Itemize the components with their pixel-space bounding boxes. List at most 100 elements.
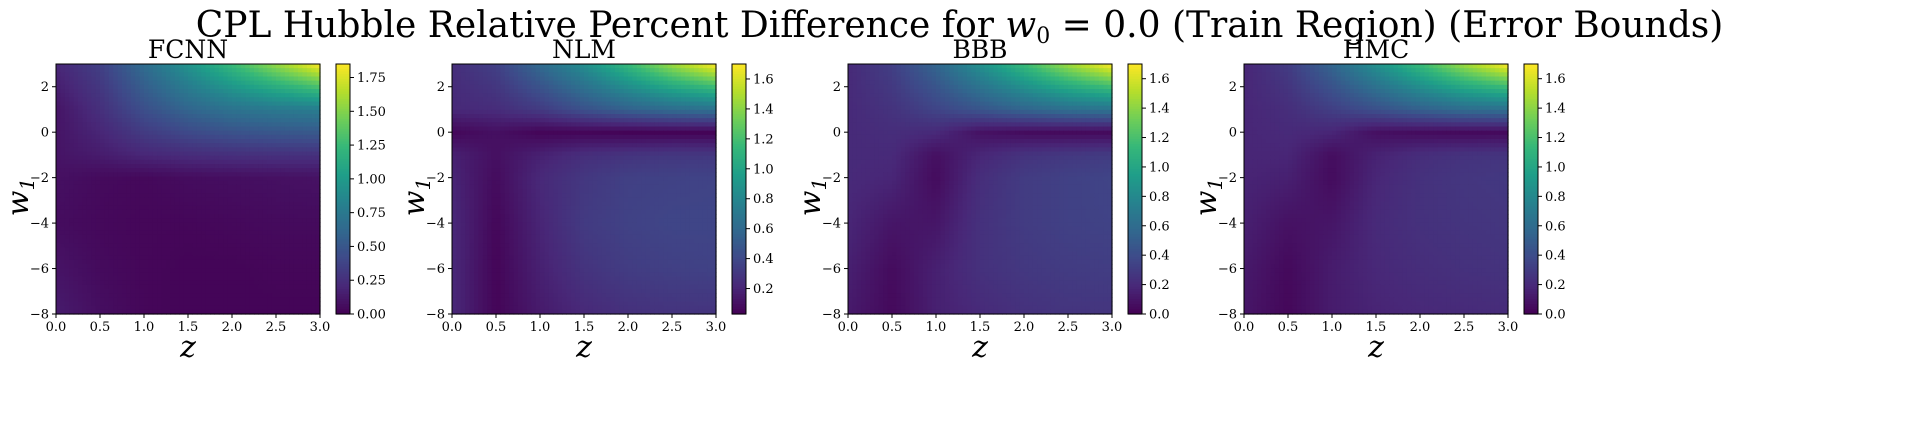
heatmap-cell [60,284,66,290]
heatmap-cell [73,305,79,311]
heatmap-cell [685,134,691,140]
heatmap-cell [240,247,246,253]
heatmap-cell [108,143,114,148]
heatmap-cell [170,239,176,244]
heatmap-cell [262,218,268,223]
heatmap-cell [183,72,189,78]
heatmap-cell [575,101,581,107]
heatmap-cell [73,247,79,253]
colorbar-segment [336,156,350,160]
heatmap-cell [271,109,277,115]
heatmap-cell [60,118,66,123]
heatmap-cell [258,172,264,178]
heatmap-cell [183,193,189,198]
heatmap-cell [254,105,259,111]
heatmap-cell [280,234,286,240]
heatmap-cell [557,147,563,153]
heatmap-cell [628,89,633,94]
heatmap-cell [280,139,286,144]
heatmap-cell [240,118,246,123]
heatmap-cell [157,72,163,78]
heatmap-cell [86,139,92,144]
heatmap-cell [126,251,132,257]
heatmap-cell [623,72,629,78]
heatmap-cell [452,68,457,73]
heatmap-cell [117,247,123,253]
heatmap-cell [258,76,264,82]
heatmap-cell [223,197,229,203]
heatmap-cell [584,134,589,140]
heatmap-cell [460,118,466,123]
heatmap-cell [262,109,268,115]
heatmap-cell [280,309,286,315]
heatmap-cell [73,209,79,215]
heatmap-cell [174,209,180,215]
heatmap-cell [183,214,189,219]
heatmap-cell [293,255,299,261]
heatmap-cell [95,289,101,294]
heatmap-cell [86,189,92,194]
heatmap-cell [135,172,141,178]
heatmap-cell [254,284,259,290]
heatmap-cell [592,72,598,78]
heatmap-cell [56,105,61,111]
heatmap-cell [113,101,119,107]
heatmap-cell [113,272,119,278]
heatmap-cell [82,264,88,269]
heatmap-cell [135,93,141,98]
heatmap-cell [245,284,251,290]
heatmap-cell [676,114,682,119]
heatmap-cell [289,214,295,219]
heatmap-cell [672,126,677,132]
heatmap-cell [575,130,581,136]
heatmap-cell [702,109,708,115]
heatmap-cell [148,72,154,78]
heatmap-cell [192,130,198,136]
heatmap-cell [302,97,308,103]
heatmap-cell [174,159,180,165]
heatmap-cell [113,305,119,311]
heatmap-cell [179,151,185,157]
heatmap-cell [205,276,211,282]
heatmap-cell [592,64,598,69]
heatmap-cell [126,218,132,223]
heatmap-cell [276,147,281,153]
heatmap-cell [174,147,180,153]
heatmap-cell [56,159,61,165]
heatmap-cell [711,64,717,69]
heatmap-cell [553,76,559,82]
heatmap-cell [117,205,123,211]
heatmap-cell [196,268,202,273]
heatmap-cell [500,80,506,86]
heatmap-cell [315,118,321,123]
heatmap-cell [126,80,132,86]
heatmap-cell [69,130,75,136]
heatmap-cell [262,64,268,69]
heatmap-cell [302,130,308,136]
heatmap-cell [148,109,154,115]
heatmap-cell [174,122,180,128]
heatmap-cell [192,197,198,203]
heatmap-cell [487,130,493,136]
heatmap-cell [689,130,695,136]
heatmap-cell [135,114,141,119]
heatmap-cell [540,84,545,90]
colorbar-segment [336,204,350,208]
heatmap-cell [100,176,105,182]
heatmap-cell [113,159,119,165]
heatmap-cell [315,268,321,273]
heatmap-cell [196,151,202,157]
heatmap-cell [82,151,88,157]
heatmap-cell [113,134,119,140]
heatmap-cell [148,105,154,111]
heatmap-cell [584,118,589,123]
heatmap-cell [196,226,202,232]
heatmap-cell [306,184,312,190]
heatmap-cell [262,189,268,194]
heatmap-cell [166,189,171,194]
heatmap-cell [227,222,233,228]
heatmap-cell [100,309,105,315]
heatmap-cell [254,255,259,261]
heatmap-cell [249,280,255,286]
heatmap-cell [218,122,224,128]
